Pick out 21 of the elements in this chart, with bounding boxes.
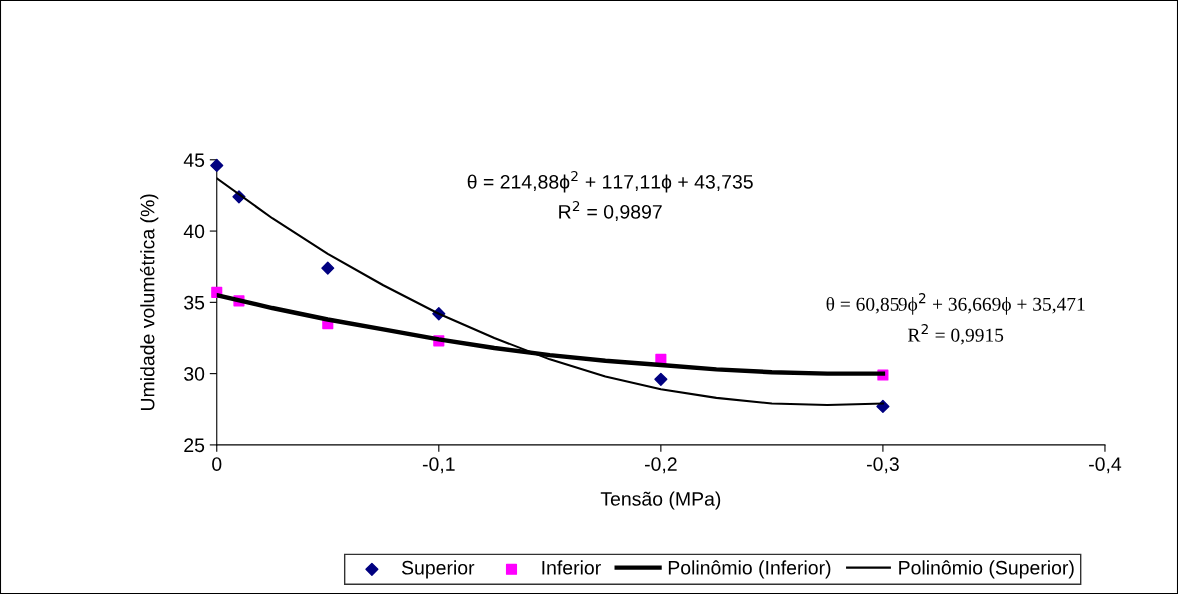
x-tick-label: -0,3 bbox=[867, 457, 899, 474]
x-tick-label: -0,1 bbox=[422, 457, 455, 474]
x-tick-label: -0,4 bbox=[1089, 457, 1122, 474]
legend-label: Polinômio (Inferior) bbox=[668, 560, 831, 579]
y-tick-label: 30 bbox=[184, 367, 205, 381]
y-tick-label: 40 bbox=[183, 224, 205, 239]
y-axis-title: Umidade volumétrica (%) bbox=[139, 194, 159, 410]
annotation: θ = 214,88ϕ$^{2}$ + 117,11ϕ + 43,735 R$^{2}$ = 0,9897 bbox=[467, 171, 753, 222]
legend-label: Inferior bbox=[542, 560, 601, 575]
y-tick-label: 25 bbox=[184, 438, 205, 453]
point bbox=[210, 158, 224, 173]
annotation: θ = 60,859ϕ$^{2}$ + 36,669ϕ + 35,471 R$^{2}$ = 0,9915 bbox=[826, 293, 1085, 345]
point bbox=[654, 372, 668, 386]
x-tick-label: 0 bbox=[212, 457, 222, 471]
x-tick-label: -0,2 bbox=[644, 457, 677, 474]
y-tick-label: 35 bbox=[184, 295, 205, 310]
x-axis-title: Tensão (MPa) bbox=[600, 491, 721, 510]
point bbox=[321, 261, 335, 275]
legend-label: Polinômio (Superior) bbox=[899, 560, 1074, 579]
legend-label: Superior bbox=[401, 560, 475, 579]
y-tick-label: 45 bbox=[183, 153, 205, 168]
